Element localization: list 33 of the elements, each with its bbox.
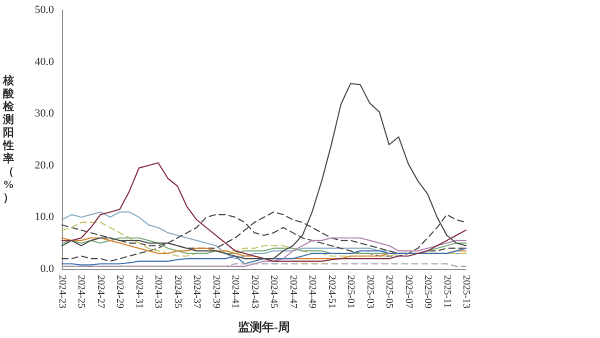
y-tick-label: 50.0 — [34, 4, 54, 16]
x-tick-label: 2024-23 — [56, 275, 68, 308]
x-tick-label: 2025-13 — [460, 275, 472, 308]
line-series — [61, 162, 467, 262]
x-tick-label: 2025-07 — [402, 275, 414, 308]
x-tick-label: 2025-01 — [345, 275, 356, 308]
x-tick-label: 2024-47 — [287, 275, 298, 308]
x-tick-label: 2024-45 — [268, 275, 280, 308]
x-tick-label: 2024-49 — [306, 275, 318, 308]
x-tick-label: 2024-41 — [230, 275, 241, 308]
line-series — [61, 248, 467, 266]
x-tick-label: 2025-05 — [384, 275, 395, 308]
x-tick-label: 2024-51 — [326, 275, 337, 308]
x-tick-label: 2024-29 — [114, 275, 126, 308]
y-tick-label: 20.0 — [34, 159, 54, 172]
x-tick-label: 2024-33 — [152, 275, 164, 308]
x-tick-label: 2025-03 — [364, 275, 376, 308]
text: 核酸检测阳性率（%） — [3, 75, 14, 204]
x-tick-label: 2024-25 — [76, 275, 87, 308]
x-tick-label: 2024-27 — [94, 275, 106, 308]
y-tick-label: 40.0 — [34, 56, 54, 68]
line-series — [61, 82, 467, 260]
y-tick-label: 30.0 — [34, 108, 54, 120]
x-tick-label: 2024-31 — [133, 275, 144, 308]
x-tick-label: 2024-39 — [210, 275, 222, 308]
x-axis-title: 监测年-周 — [238, 320, 290, 334]
x-tick-label: 2024-43 — [248, 275, 260, 308]
y-tick-label: 0.0 — [40, 263, 54, 275]
x-tick-label: 2025-09 — [422, 275, 434, 308]
x-tick-label: 2025-11 — [441, 275, 452, 308]
y-tick-label: 10.0 — [34, 211, 54, 224]
x-tick-label: 2024-35 — [172, 275, 183, 308]
x-tick-label: 2024-37 — [191, 275, 202, 308]
